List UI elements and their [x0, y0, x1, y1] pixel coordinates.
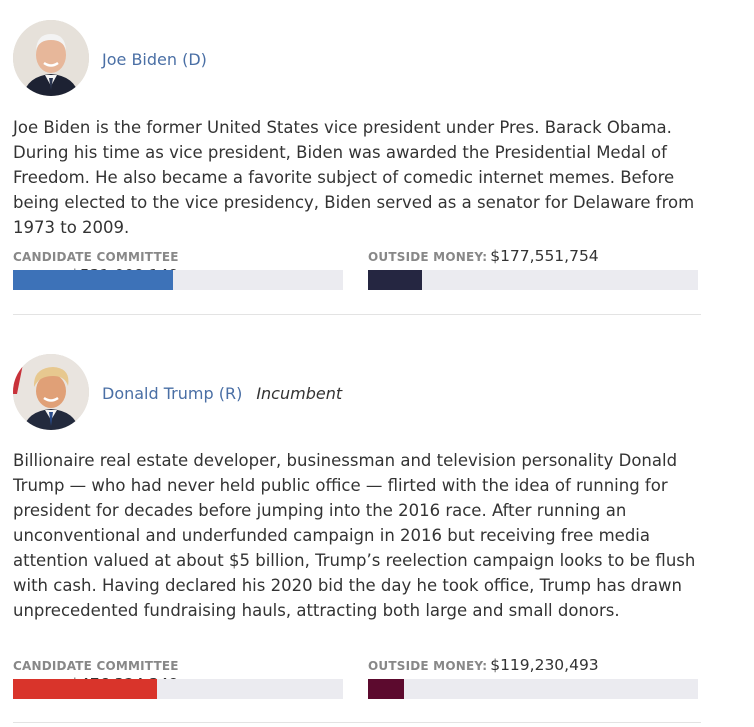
outside-money-bar-fill	[368, 270, 422, 290]
candidate-name-link[interactable]: Donald Trump (R)	[102, 383, 243, 403]
committee-money-bar-fill	[13, 679, 157, 699]
candidate-card-biden: Joe Biden (D) Joe Biden is the former Un…	[13, 0, 701, 315]
committee-money: CANDIDATE COMMITTEE MONEY:$476,324,349	[13, 655, 343, 699]
candidate-photo	[13, 354, 89, 430]
outside-money-bar-fill	[368, 679, 404, 699]
outside-money-amount: $177,551,754	[490, 247, 599, 265]
committee-money: CANDIDATE COMMITTEE MONEY:$531,009,149	[13, 246, 343, 290]
candidate-photo	[13, 20, 89, 96]
incumbent-tag: Incumbent	[256, 383, 343, 403]
outside-money: OUTSIDE MONEY: $177,551,754	[368, 246, 698, 290]
candidate-name-row: Donald Trump (R) Incumbent	[102, 381, 342, 405]
outside-money: OUTSIDE MONEY: $119,230,493	[368, 655, 698, 699]
candidate-bio: Billionaire real estate developer, busin…	[13, 451, 696, 620]
outside-money-amount: $119,230,493	[490, 656, 599, 674]
outside-money-bar	[368, 679, 698, 699]
card-divider	[13, 314, 701, 315]
candidate-name-row: Joe Biden (D)	[102, 47, 207, 71]
candidate-name-link[interactable]: Joe Biden (D)	[102, 49, 207, 69]
card-divider	[13, 722, 701, 723]
outside-money-bar	[368, 270, 698, 290]
outside-money-label: OUTSIDE MONEY:	[368, 250, 488, 264]
candidate-bio: Joe Biden is the former United States vi…	[13, 118, 695, 237]
outside-money-label: OUTSIDE MONEY:	[368, 659, 488, 673]
committee-money-bar	[13, 270, 343, 290]
committee-money-bar-fill	[13, 270, 174, 290]
committee-money-bar	[13, 679, 343, 699]
candidate-card-trump: Donald Trump (R) Incumbent Billionaire r…	[13, 0, 701, 727]
